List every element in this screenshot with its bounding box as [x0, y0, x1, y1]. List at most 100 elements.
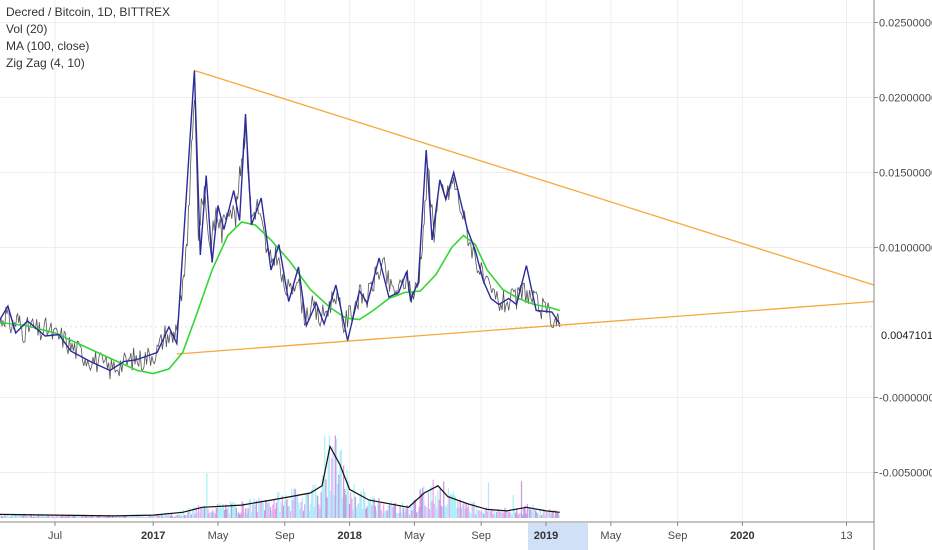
volume-bar	[504, 507, 506, 518]
volume-bar	[268, 501, 270, 518]
volume-bar	[12, 513, 15, 518]
volume-bar	[307, 493, 309, 518]
volume-bar	[533, 509, 536, 518]
volume-bar	[81, 516, 83, 518]
volume-bar	[295, 494, 298, 518]
volume-bar	[96, 516, 98, 518]
volume-bar	[420, 493, 422, 518]
volume-bar	[44, 516, 47, 518]
volume-bar	[399, 505, 401, 518]
volume-bar	[219, 502, 221, 518]
volume-bar	[8, 516, 10, 518]
volume-bar	[557, 512, 559, 518]
volume-bar	[210, 512, 213, 518]
volume-bar	[136, 515, 138, 518]
volume-bar	[324, 435, 326, 518]
volume-bar	[492, 514, 494, 518]
volume-bar	[232, 501, 234, 518]
volume-bar	[333, 495, 335, 518]
volume-bar	[281, 495, 283, 518]
volume-bar	[87, 517, 89, 518]
volume-bar	[479, 511, 481, 518]
volume-bar	[109, 516, 111, 518]
volume-bar	[49, 516, 51, 518]
volume-bar	[401, 502, 404, 518]
volume-bar	[284, 501, 286, 518]
volume-bar	[425, 507, 427, 518]
volume-bar	[412, 501, 414, 518]
volume-bar	[544, 515, 546, 518]
volume-bar	[417, 511, 419, 518]
volume-bar	[254, 505, 256, 518]
volume-bar	[78, 515, 81, 518]
volume-bar	[36, 515, 38, 518]
volume-bar	[186, 515, 188, 518]
volume-bar	[345, 494, 347, 518]
volume-bar	[163, 513, 166, 518]
volume-bar	[368, 499, 371, 518]
volume-bar	[261, 502, 263, 518]
volume-bar	[62, 514, 64, 518]
volume-bar	[239, 514, 241, 518]
volume-bar	[348, 503, 351, 518]
legend-title: Decred / Bitcoin, 1D, BITTREX	[6, 5, 171, 19]
legend-zigzag: Zig Zag (4, 10)	[6, 56, 85, 70]
volume-bar	[372, 495, 374, 518]
volume-bar	[197, 505, 200, 518]
volume-bar	[316, 495, 319, 518]
volume-bar	[543, 509, 545, 518]
volume-bar	[308, 509, 311, 518]
volume-bar	[172, 516, 174, 518]
volume-bar	[530, 509, 532, 518]
volume-bar	[181, 516, 183, 518]
volume-bar	[69, 514, 71, 518]
volume-bar	[539, 508, 542, 518]
volume-bar	[131, 516, 134, 518]
volume-bar	[419, 489, 421, 518]
volume-bar	[127, 517, 129, 518]
volume-bar	[347, 480, 349, 518]
volume-bar	[467, 502, 470, 518]
volume-bar	[306, 493, 308, 518]
volume-bar	[135, 516, 137, 518]
volume-bar	[234, 502, 236, 518]
volume-bar	[447, 488, 450, 518]
volume-bar	[314, 484, 316, 518]
volume-bar	[403, 508, 405, 518]
volume-bar	[327, 449, 329, 518]
volume-bar	[42, 514, 44, 518]
volume-bar	[470, 513, 472, 518]
volume-bar	[142, 515, 144, 518]
volume-bar	[166, 515, 168, 518]
volume-bar	[104, 516, 107, 518]
volume-bar	[463, 501, 465, 518]
volume-bar	[221, 506, 223, 518]
volume-bar	[469, 512, 471, 518]
volume-bar	[527, 507, 530, 518]
volume-bar	[448, 495, 451, 518]
price-line	[0, 99, 561, 380]
volume-bar	[153, 515, 155, 518]
volume-bar	[58, 516, 61, 518]
zigzag-line	[0, 70, 561, 372]
volume-bar	[437, 490, 439, 518]
volume-bar	[107, 515, 109, 518]
volume-bar	[352, 509, 354, 518]
volume-bar	[549, 508, 551, 518]
volume-bar	[189, 510, 192, 518]
volume-bar	[51, 515, 54, 518]
volume-bar	[406, 505, 408, 518]
volume-bar	[512, 495, 514, 518]
volume-bar	[192, 508, 194, 518]
volume-bar	[491, 509, 493, 518]
volume-bar	[408, 514, 411, 518]
x-tick-label: Sep	[668, 530, 688, 542]
volume-bar	[293, 487, 295, 518]
volume-bar	[200, 506, 202, 518]
volume-bar	[426, 506, 428, 518]
volume-bar	[466, 507, 468, 518]
volume-bar	[459, 499, 461, 518]
volume-bar	[415, 512, 418, 518]
y-tick-label: -0.00000000	[879, 393, 932, 405]
